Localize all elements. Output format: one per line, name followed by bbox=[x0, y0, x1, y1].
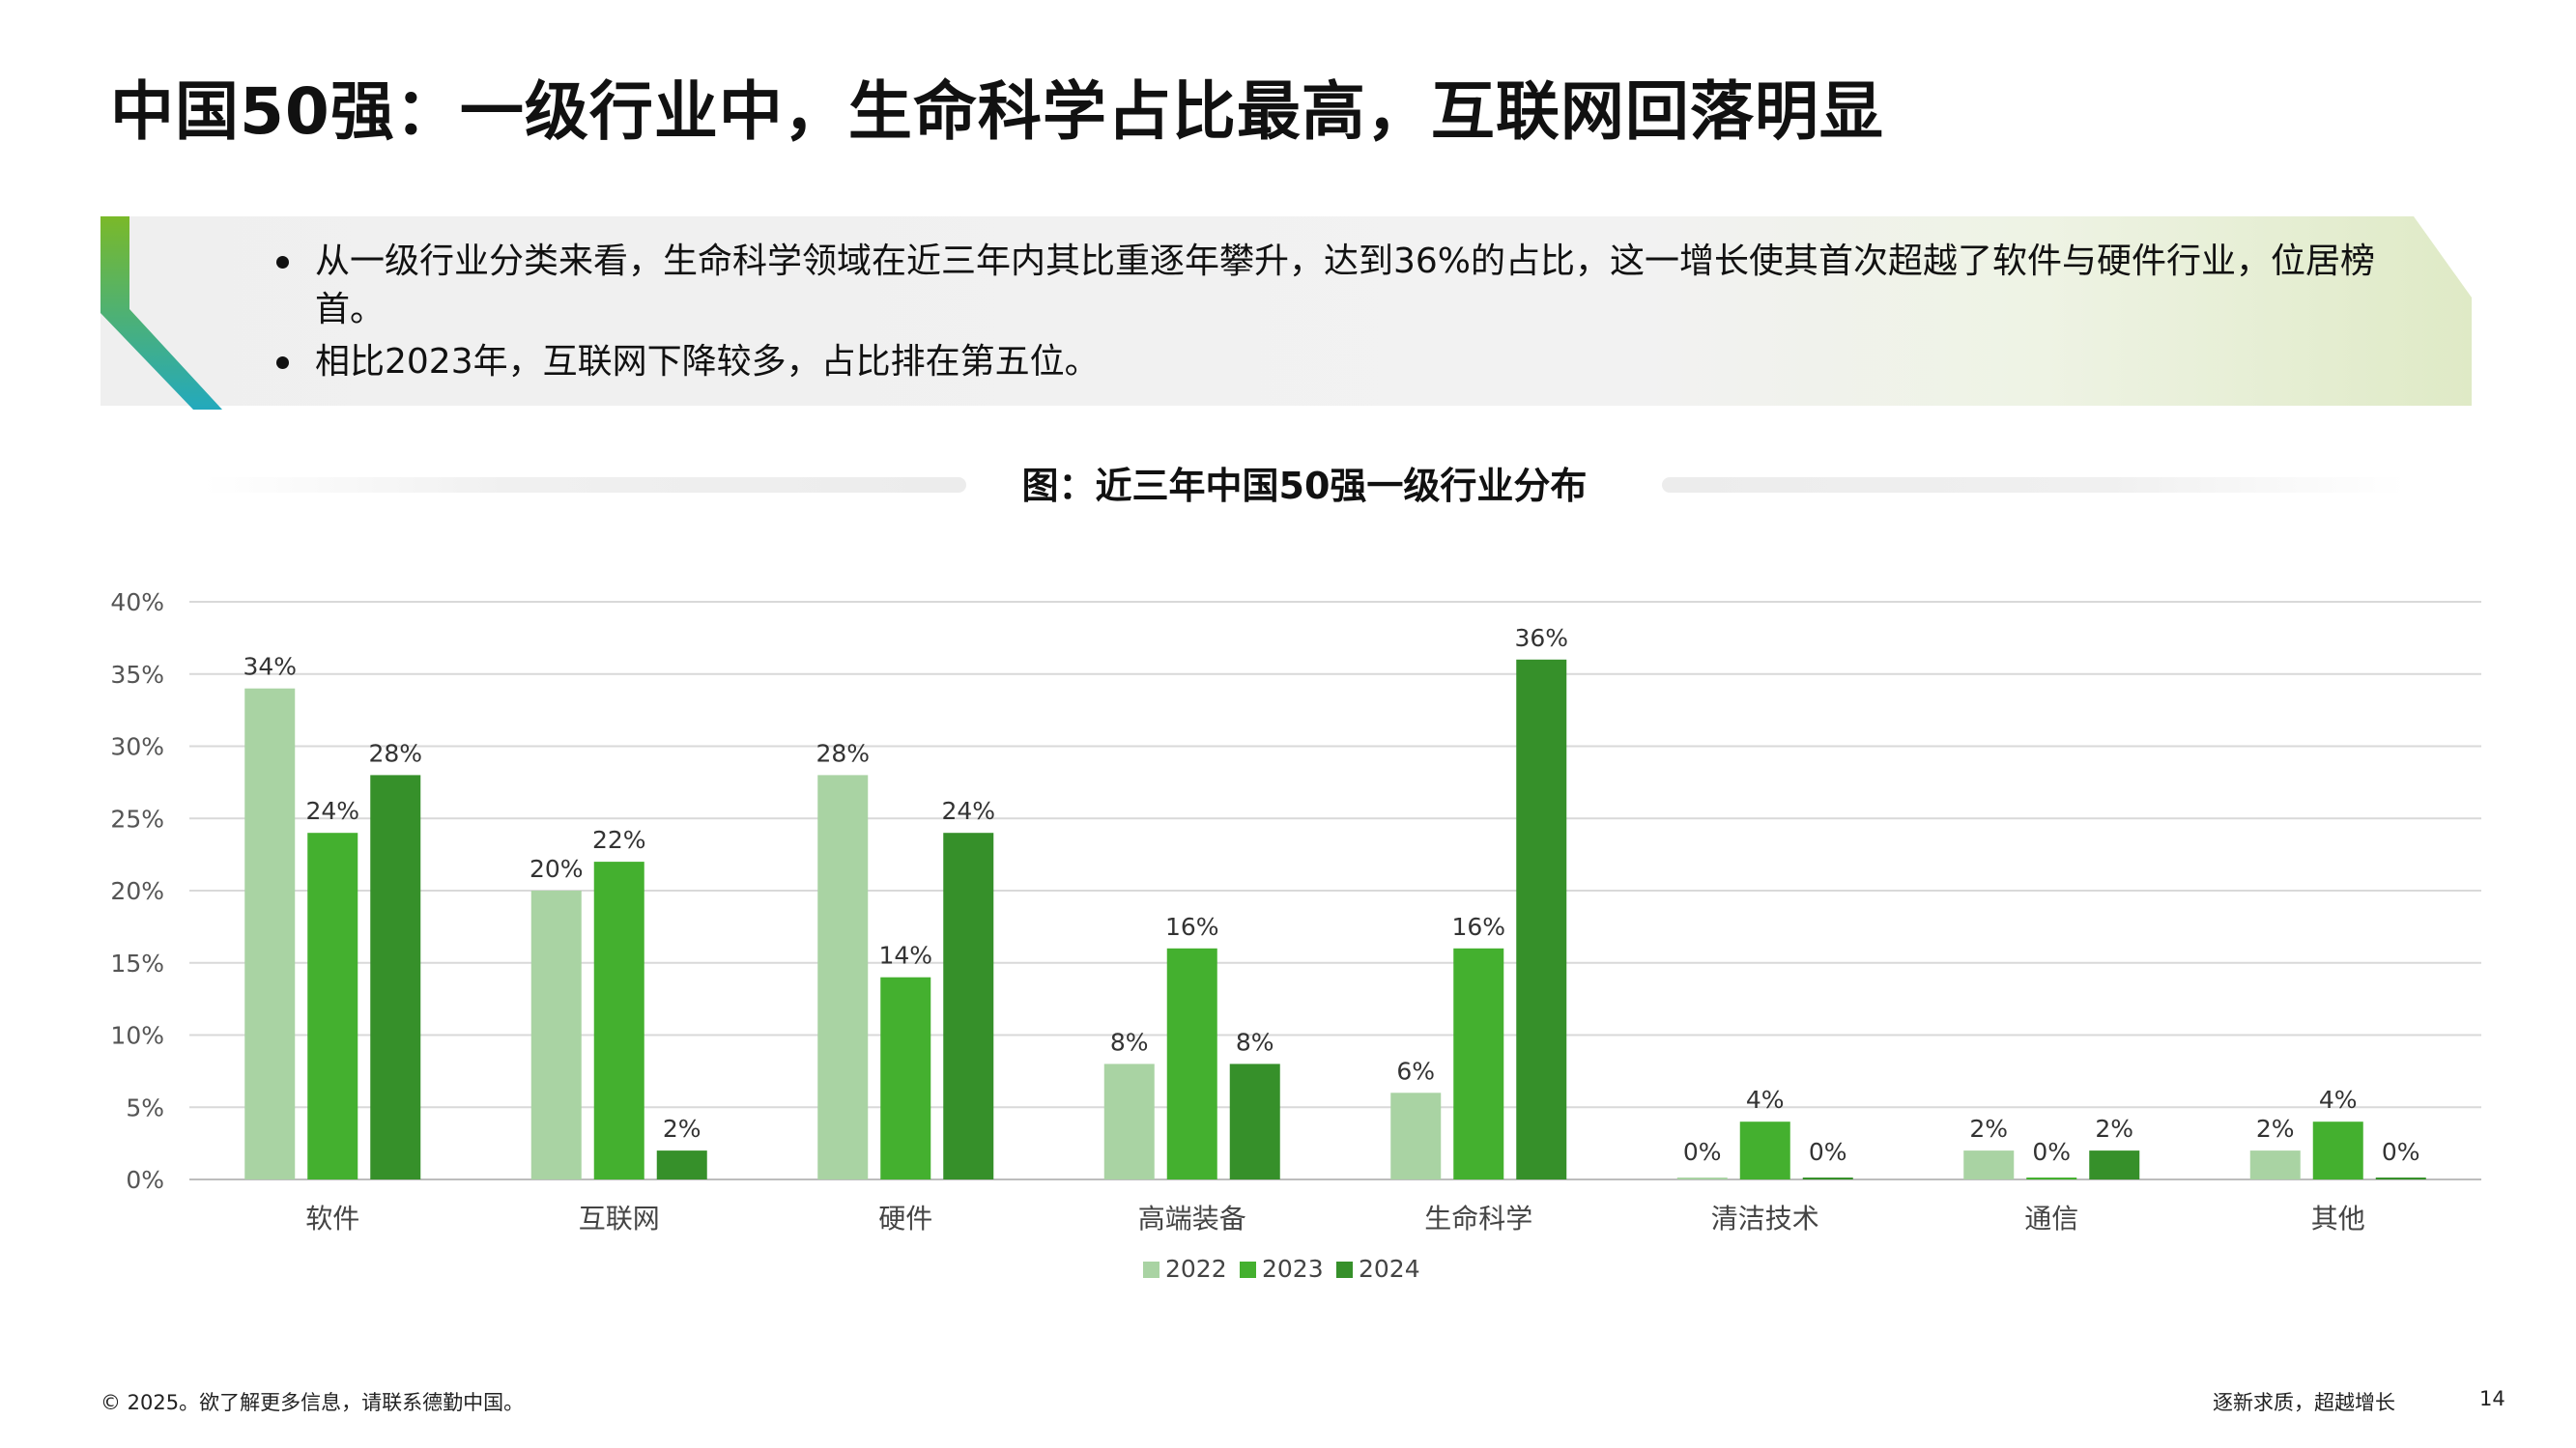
bar bbox=[1802, 1178, 1853, 1179]
y-tick-label: 30% bbox=[110, 733, 164, 761]
y-tick-label: 5% bbox=[126, 1093, 164, 1121]
y-tick-label: 10% bbox=[110, 1022, 164, 1050]
bar bbox=[1963, 1150, 2015, 1179]
bar bbox=[307, 833, 358, 1179]
y-tick-label: 15% bbox=[110, 950, 164, 978]
x-tick-label: 硬件 bbox=[878, 1203, 932, 1235]
legend-swatch bbox=[1336, 1262, 1353, 1278]
data-label: 24% bbox=[305, 797, 359, 825]
x-tick-label: 软件 bbox=[305, 1203, 359, 1235]
bar bbox=[593, 862, 644, 1179]
data-label: 0% bbox=[2382, 1138, 2420, 1166]
x-tick-label: 互联网 bbox=[579, 1203, 660, 1235]
summary-bullet: 相比2023年，互联网下降较多，占比排在第五位。 bbox=[272, 338, 2427, 386]
summary-bullet: 从一级行业分类来看，生命科学领域在近三年内其比重逐年攀升，达到36%的占比，这一… bbox=[272, 238, 2427, 334]
bar bbox=[2375, 1178, 2426, 1179]
bar bbox=[2312, 1121, 2363, 1179]
bar bbox=[2089, 1150, 2140, 1179]
summary-bullets: 从一级行业分类来看，生命科学领域在近三年内其比重逐年攀升，达到36%的占比，这一… bbox=[272, 238, 2427, 390]
bar bbox=[943, 833, 994, 1179]
data-label: 36% bbox=[1514, 624, 1568, 652]
page-number: 14 bbox=[2479, 1387, 2505, 1410]
bar bbox=[2249, 1150, 2301, 1179]
data-label: 22% bbox=[592, 826, 646, 854]
bar bbox=[1390, 1093, 1442, 1179]
legend-label: 2022 bbox=[1165, 1255, 1227, 1283]
data-label: 34% bbox=[243, 653, 297, 681]
x-tick-label: 通信 bbox=[2024, 1203, 2078, 1235]
chart-title: 图：近三年中国50强一级行业分布 bbox=[1021, 465, 1588, 507]
accent-bar-icon bbox=[100, 216, 222, 410]
data-label: 28% bbox=[816, 739, 870, 767]
y-tick-label: 35% bbox=[110, 661, 164, 689]
footer-copyright: © 2025。欲了解更多信息，请联系德勤中国。 bbox=[100, 1391, 525, 1414]
bar bbox=[1103, 1064, 1155, 1179]
bar bbox=[530, 891, 582, 1179]
legend-label: 2023 bbox=[1262, 1255, 1324, 1283]
y-tick-label: 40% bbox=[110, 588, 164, 616]
bar bbox=[817, 775, 869, 1179]
bar bbox=[880, 977, 931, 1179]
data-label: 4% bbox=[2319, 1086, 2358, 1114]
data-label: 14% bbox=[878, 942, 932, 970]
y-tick-label: 20% bbox=[110, 877, 164, 905]
chart-title-rule-left bbox=[203, 477, 966, 493]
data-label: 8% bbox=[1110, 1028, 1149, 1056]
legend-label: 2024 bbox=[1359, 1255, 1420, 1283]
data-label: 6% bbox=[1396, 1057, 1435, 1085]
data-label: 16% bbox=[1451, 913, 1505, 941]
x-tick-label: 清洁技术 bbox=[1711, 1203, 1819, 1235]
bar bbox=[1676, 1178, 1728, 1179]
data-label: 24% bbox=[941, 797, 995, 825]
bar bbox=[244, 688, 296, 1179]
summary-box bbox=[100, 216, 2472, 406]
bar bbox=[1166, 948, 1217, 1179]
footer-tagline: 逐新求质，超越增长 bbox=[2213, 1391, 2395, 1414]
data-label: 0% bbox=[1683, 1138, 1722, 1166]
bar bbox=[1229, 1064, 1280, 1179]
bar bbox=[2026, 1178, 2077, 1179]
data-label: 0% bbox=[1809, 1138, 1847, 1166]
data-label: 4% bbox=[1746, 1086, 1785, 1114]
x-tick-label: 生命科学 bbox=[1424, 1203, 1532, 1235]
data-label: 2% bbox=[2095, 1115, 2133, 1143]
page-title: 中国50强：一级行业中，生命科学占比最高，互联网回落明显 bbox=[110, 74, 1884, 149]
bar-chart: 0% 5% 10% 15% 20% 25% 30% 35% 40% 34% 24% 28% 软件 20% 2… bbox=[110, 588, 2481, 1283]
data-label: 2% bbox=[663, 1115, 701, 1143]
chart-title-row: 图：近三年中国50强一级行业分布 bbox=[203, 452, 2406, 514]
x-tick-label: 高端装备 bbox=[1138, 1203, 1246, 1235]
chart-title-rule-right bbox=[1662, 477, 2406, 493]
data-label: 2% bbox=[1969, 1115, 2008, 1143]
bar bbox=[370, 775, 421, 1179]
data-label: 8% bbox=[1236, 1028, 1274, 1056]
bar bbox=[1739, 1121, 1790, 1179]
x-tick-label: 其他 bbox=[2311, 1203, 2365, 1235]
data-label: 28% bbox=[368, 739, 422, 767]
data-label: 2% bbox=[2256, 1115, 2295, 1143]
y-tick-label: 25% bbox=[110, 805, 164, 833]
data-label: 16% bbox=[1165, 913, 1219, 941]
legend-swatch bbox=[1143, 1262, 1159, 1278]
bar bbox=[656, 1150, 707, 1179]
legend-swatch bbox=[1240, 1262, 1256, 1278]
bar bbox=[1453, 948, 1504, 1179]
data-label: 0% bbox=[2032, 1138, 2071, 1166]
y-tick-label: 0% bbox=[126, 1166, 164, 1194]
data-label: 20% bbox=[530, 855, 584, 883]
bar bbox=[1516, 659, 1567, 1179]
